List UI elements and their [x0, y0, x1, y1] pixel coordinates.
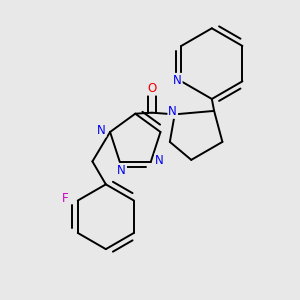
Text: N: N [168, 105, 177, 118]
Text: N: N [155, 154, 164, 167]
Text: O: O [147, 82, 157, 95]
Text: N: N [173, 74, 182, 87]
Text: N: N [117, 164, 126, 177]
Text: F: F [62, 192, 68, 205]
Text: N: N [97, 124, 106, 136]
